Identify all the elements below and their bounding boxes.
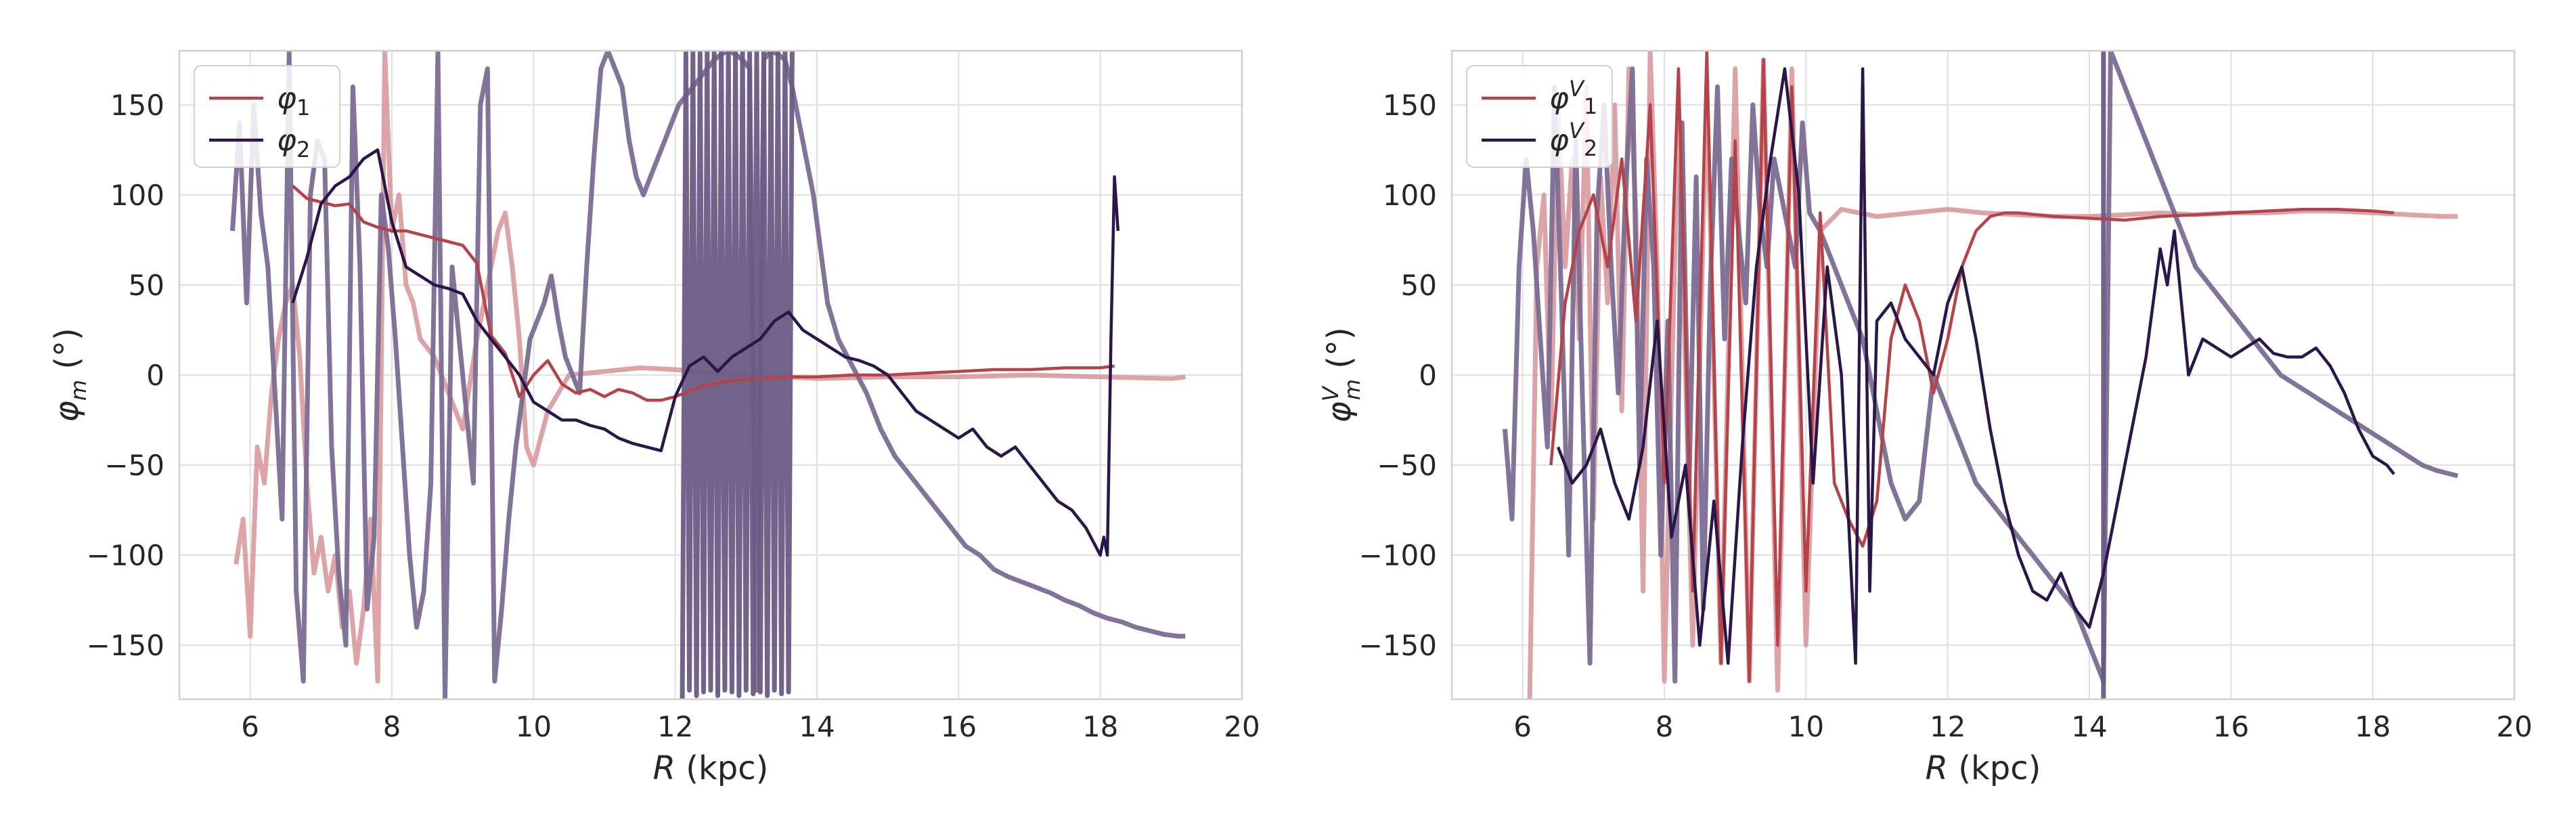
- y-tick-label: −100: [1359, 539, 1437, 572]
- y-tick-label: 150: [1383, 89, 1437, 122]
- legend-label: φV2: [1549, 118, 1597, 161]
- plot-frame: [1450, 49, 2516, 701]
- legend-label: φ1: [277, 81, 310, 120]
- left-panel: 6 8 10 12 14 16 18 20 −150 −100 −50 0 50 100 150 R (kpc…: [48, 49, 1260, 787]
- plot-frame: [178, 49, 1243, 701]
- x-tick-label: 12: [657, 710, 693, 743]
- series-group: [230, 51, 1186, 699]
- series-line--1: [292, 184, 1115, 402]
- x-tick-label: 8: [383, 710, 401, 743]
- y-tick-label: 100: [1383, 179, 1437, 212]
- y-tick-label: −150: [1359, 629, 1437, 662]
- x-tick-label: 12: [1930, 710, 1966, 743]
- x-tick-label: 18: [1082, 710, 1118, 743]
- x-tick-label: 20: [2496, 710, 2532, 743]
- series-line--2: [291, 148, 1120, 557]
- y-tick-label: −50: [1377, 449, 1437, 482]
- y-tick-label: −50: [104, 449, 164, 482]
- x-tick-label: 6: [241, 710, 259, 743]
- legend-box: [1466, 65, 1613, 168]
- y-axis-label: φVm (°): [1318, 327, 1365, 422]
- x-tick-label: 8: [1656, 710, 1674, 743]
- x-tick-label: 10: [516, 710, 552, 743]
- series-line--2-faint-: [230, 51, 1186, 699]
- x-tick-label: 14: [799, 710, 835, 743]
- legend-label: φ2: [277, 123, 310, 162]
- y-axis-label: φm (°): [48, 328, 91, 422]
- y-tick-label: −150: [87, 629, 164, 662]
- y-tick-label: 0: [146, 359, 164, 392]
- x-tick-label: 18: [2355, 710, 2391, 743]
- legend-box: [194, 65, 340, 168]
- series-line--v2-faint-: [1503, 51, 2459, 684]
- x-tick-label: 16: [2213, 710, 2249, 743]
- series-line--v2: [1556, 67, 2395, 665]
- series-line--2-wrap-: [680, 51, 795, 699]
- x-tick-label: 10: [1788, 710, 1824, 743]
- right-panel: 6 8 10 12 14 16 18 20 −150 −100 −50 0 50 100 150 R (kpc…: [1318, 49, 2533, 787]
- legend-label: φV1: [1549, 76, 1597, 119]
- x-tick-label: 20: [1224, 710, 1260, 743]
- y-tick-label: 50: [129, 269, 164, 302]
- y-tick-label: 100: [110, 179, 164, 212]
- x-axis-label: R (kpc): [1926, 749, 2041, 787]
- y-tick-label: −100: [87, 539, 164, 572]
- x-tick-label: 14: [2071, 710, 2107, 743]
- x-tick-label: 16: [941, 710, 977, 743]
- x-tick-label: 6: [1513, 710, 1532, 743]
- y-tick-label: 150: [110, 89, 164, 122]
- y-tick-label: 0: [1419, 359, 1437, 392]
- y-tick-label: 50: [1401, 269, 1437, 302]
- x-axis-label: R (kpc): [653, 749, 769, 787]
- series-line--v1: [1549, 51, 2395, 683]
- series-line--1-faint-: [234, 51, 1186, 684]
